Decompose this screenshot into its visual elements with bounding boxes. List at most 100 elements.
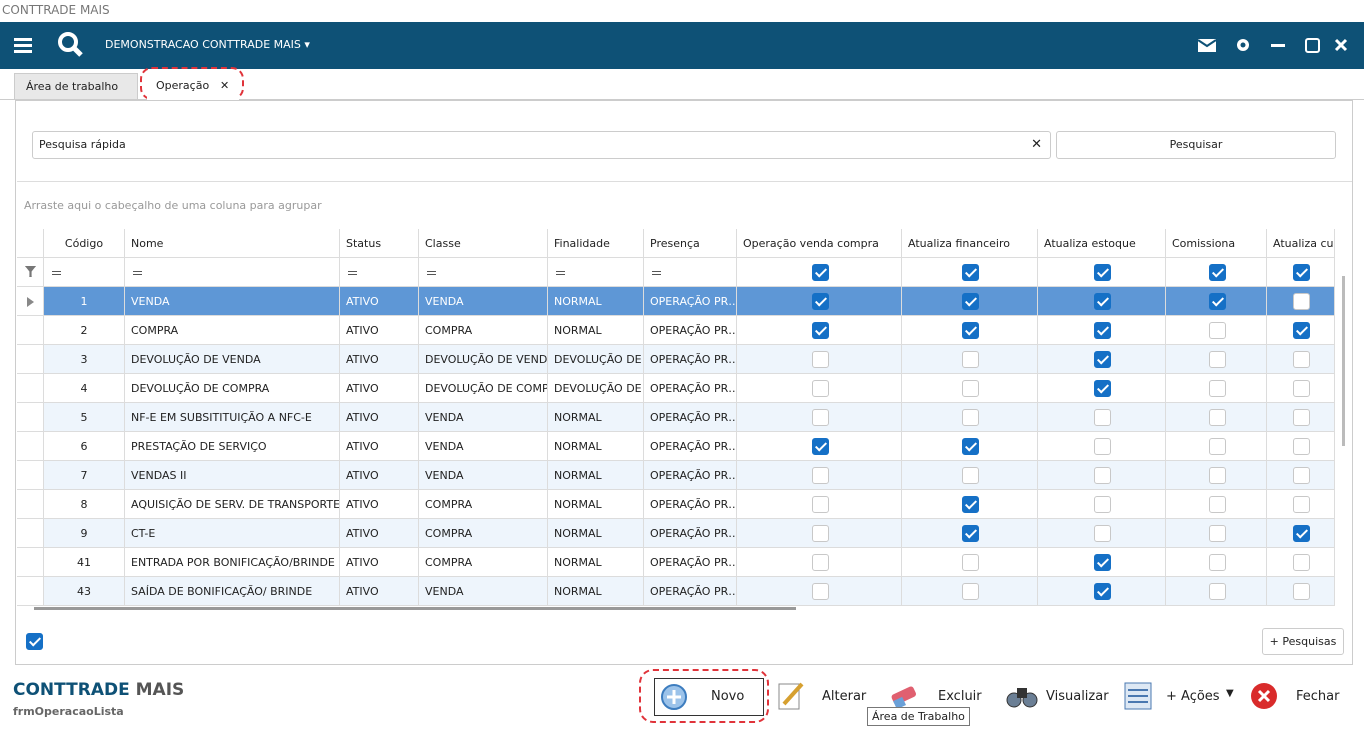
checkbox[interactable]	[812, 525, 829, 542]
column-header[interactable]: Presença	[644, 229, 737, 258]
checkbox[interactable]	[1209, 438, 1226, 455]
company-selector[interactable]: DEMONSTRACAO CONTTRADE MAIS ▾	[105, 38, 310, 51]
dropdown-arrow[interactable]: ▼	[1226, 688, 1234, 699]
column-header[interactable]: Atualiza estoque	[1038, 229, 1166, 258]
v-scrollbar[interactable]	[1342, 276, 1345, 446]
checkbox[interactable]	[962, 322, 979, 339]
checkbox[interactable]	[1094, 380, 1111, 397]
checkbox[interactable]	[1094, 438, 1111, 455]
row-header	[17, 229, 44, 258]
checkbox[interactable]	[812, 380, 829, 397]
search-button[interactable]: Pesquisar	[1056, 131, 1336, 159]
tab-label[interactable]: Operação	[156, 79, 209, 92]
checkbox[interactable]	[962, 467, 979, 484]
column-header[interactable]: Status	[340, 229, 419, 258]
table-cell: ATIVO	[340, 490, 419, 519]
checkbox[interactable]	[812, 322, 829, 339]
column-header[interactable]: Comissiona	[1166, 229, 1267, 258]
checkbox[interactable]	[1094, 409, 1111, 426]
checkbox[interactable]	[1094, 583, 1111, 600]
h-scrollbar[interactable]	[34, 607, 796, 610]
search-input[interactable]: Pesquisa rápida✕	[32, 131, 1051, 159]
checkbox[interactable]	[1293, 525, 1310, 542]
checkbox[interactable]	[1293, 496, 1310, 513]
checkbox[interactable]	[962, 496, 979, 513]
checkbox[interactable]	[812, 554, 829, 571]
filter-checkbox[interactable]	[1209, 264, 1226, 281]
checkbox[interactable]	[1094, 496, 1111, 513]
more-searches-button[interactable]: + Pesquisas	[1262, 628, 1344, 655]
checkbox[interactable]	[812, 351, 829, 368]
checkbox[interactable]	[812, 467, 829, 484]
checkbox[interactable]	[1293, 380, 1310, 397]
close-label[interactable]: Fechar	[1296, 680, 1339, 714]
checkbox[interactable]	[1209, 380, 1226, 397]
tab-active[interactable]: Operação✕	[147, 73, 239, 100]
checkbox[interactable]	[1094, 525, 1111, 542]
checkbox[interactable]	[812, 293, 829, 310]
checkbox[interactable]	[1293, 583, 1310, 600]
checkbox[interactable]	[1094, 467, 1111, 484]
column-header[interactable]: Nome	[125, 229, 340, 258]
checkbox[interactable]	[1293, 438, 1310, 455]
checkbox[interactable]	[1293, 322, 1310, 339]
checkbox[interactable]	[1209, 583, 1226, 600]
checkbox[interactable]	[1209, 525, 1226, 542]
column-header[interactable]: Atualiza financeiro	[902, 229, 1038, 258]
filter-checkbox[interactable]	[1094, 264, 1111, 281]
checkbox[interactable]	[962, 525, 979, 542]
filter-checkbox[interactable]	[812, 264, 829, 281]
edit-label[interactable]: Alterar	[822, 680, 866, 714]
checkbox[interactable]	[1293, 293, 1310, 310]
filter-checkbox[interactable]	[962, 264, 979, 281]
checkbox[interactable]	[1209, 322, 1226, 339]
checkbox[interactable]	[1209, 351, 1226, 368]
checkbox[interactable]	[1209, 554, 1226, 571]
column-header[interactable]: Atualiza custo	[1267, 229, 1335, 258]
checkbox[interactable]	[1293, 409, 1310, 426]
more-actions-label[interactable]: + Ações	[1166, 680, 1220, 714]
checkbox[interactable]	[1209, 293, 1226, 310]
checkbox[interactable]	[1094, 293, 1111, 310]
column-header[interactable]: Classe	[419, 229, 548, 258]
group-hint: Arraste aqui o cabeçalho de uma coluna p…	[24, 199, 322, 212]
search-icon[interactable]	[57, 31, 83, 57]
checkbox[interactable]	[962, 409, 979, 426]
filter-checkbox[interactable]	[1293, 264, 1310, 281]
column-header[interactable]: Operação venda compra	[737, 229, 902, 258]
checkbox[interactable]	[812, 438, 829, 455]
tab[interactable]: Área de trabalho	[14, 73, 138, 100]
checkbox[interactable]	[812, 496, 829, 513]
new-label[interactable]: Novo	[711, 680, 744, 714]
checkbox[interactable]	[1209, 409, 1226, 426]
checkbox[interactable]	[1209, 467, 1226, 484]
checkbox[interactable]	[1293, 467, 1310, 484]
checkbox[interactable]	[1094, 351, 1111, 368]
checkbox[interactable]	[962, 293, 979, 310]
window-controls[interactable]	[1198, 38, 1348, 54]
checkbox[interactable]	[812, 583, 829, 600]
footer-checkbox[interactable]	[26, 633, 43, 650]
checkbox[interactable]	[962, 351, 979, 368]
table-cell: NORMAL	[548, 461, 644, 490]
checkbox[interactable]	[1293, 554, 1310, 571]
company-name[interactable]: DEMONSTRACAO CONTTRADE MAIS	[105, 38, 301, 51]
view-label[interactable]: Visualizar	[1046, 680, 1109, 714]
menu-icon[interactable]	[14, 37, 32, 53]
column-header[interactable]: Código	[44, 229, 125, 258]
checkbox[interactable]	[962, 583, 979, 600]
edit-icon	[776, 680, 806, 712]
checkbox[interactable]	[1094, 554, 1111, 571]
checkbox[interactable]	[962, 438, 979, 455]
table-cell: NF-E EM SUBSITITUIÇÃO A NFC-E	[125, 403, 340, 432]
table-cell: VENDA	[419, 461, 548, 490]
checkbox[interactable]	[1293, 351, 1310, 368]
checkbox[interactable]	[812, 409, 829, 426]
column-header[interactable]: Finalidade	[548, 229, 644, 258]
checkbox[interactable]	[962, 380, 979, 397]
checkbox[interactable]	[1209, 496, 1226, 513]
table-cell: OPERAÇÃO PR…	[644, 432, 737, 461]
checkbox[interactable]	[962, 554, 979, 571]
checkbox[interactable]	[1094, 322, 1111, 339]
delete-label[interactable]: Excluir	[938, 680, 982, 714]
